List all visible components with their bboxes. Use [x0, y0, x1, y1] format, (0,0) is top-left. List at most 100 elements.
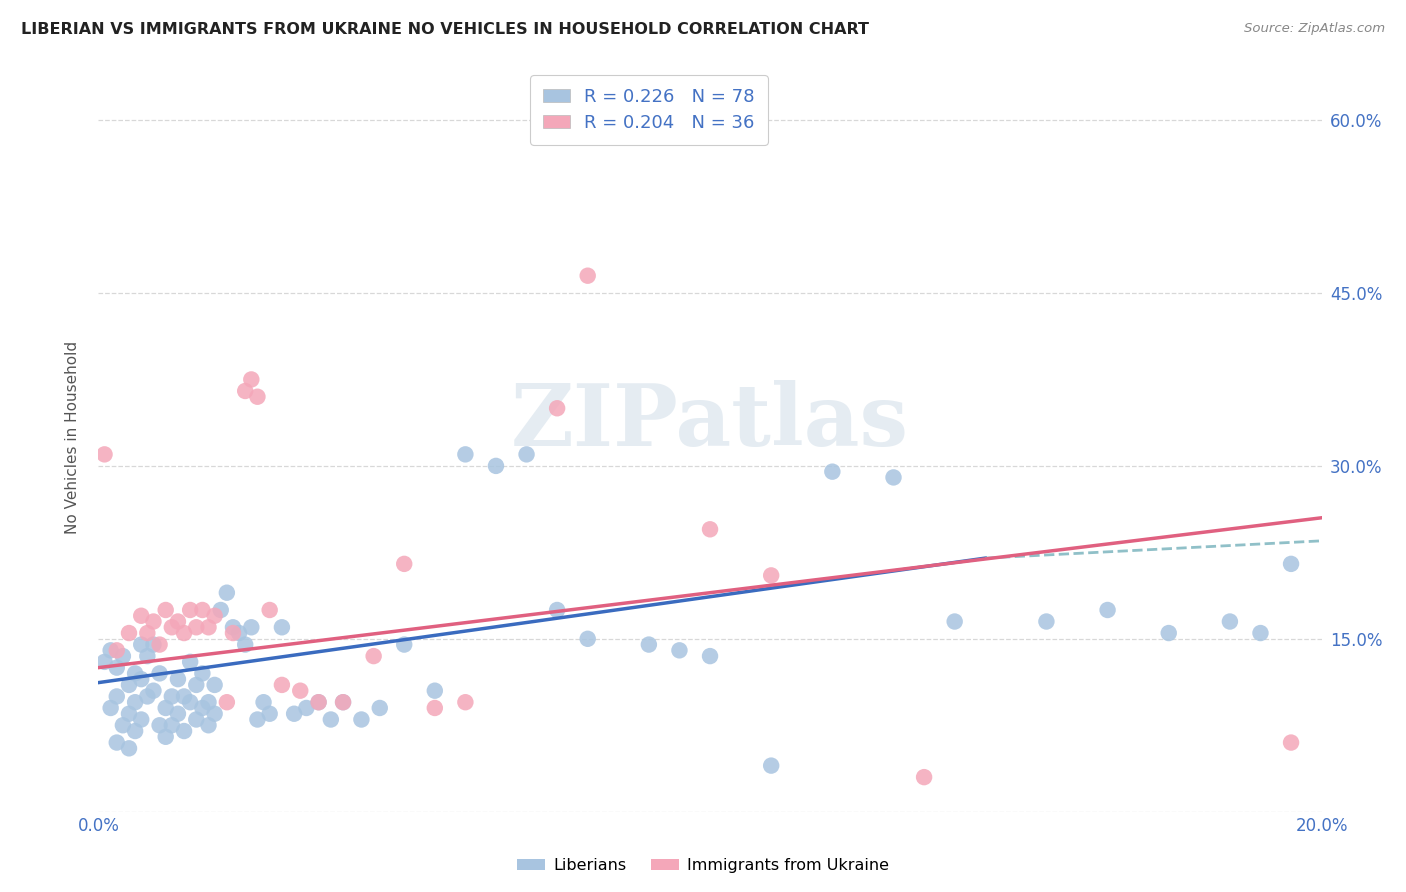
Point	[283, 706, 305, 721]
Point	[240, 372, 263, 386]
Point	[454, 695, 477, 709]
Point	[197, 718, 219, 732]
Point	[252, 695, 274, 709]
Text: LIBERIAN VS IMMIGRANTS FROM UKRAINE NO VEHICLES IN HOUSEHOLD CORRELATION CHART: LIBERIAN VS IMMIGRANTS FROM UKRAINE NO V…	[21, 22, 869, 37]
Point	[363, 649, 385, 664]
Point	[368, 701, 391, 715]
Point	[222, 620, 245, 634]
Point	[124, 724, 146, 739]
Point	[93, 447, 115, 461]
Point	[308, 695, 330, 709]
Point	[228, 626, 250, 640]
Point	[546, 401, 568, 416]
Point	[912, 770, 935, 784]
Point	[1035, 615, 1057, 629]
Legend: R = 0.226   N = 78, R = 0.204   N = 36: R = 0.226 N = 78, R = 0.204 N = 36	[530, 75, 768, 145]
Point	[105, 660, 128, 674]
Point	[485, 458, 508, 473]
Point	[215, 695, 238, 709]
Point	[246, 713, 269, 727]
Point	[167, 615, 190, 629]
Point	[136, 626, 159, 640]
Text: ZIPatlas: ZIPatlas	[510, 380, 910, 464]
Point	[93, 655, 115, 669]
Point	[270, 678, 292, 692]
Point	[186, 678, 208, 692]
Point	[240, 620, 263, 634]
Point	[124, 666, 146, 681]
Point	[160, 718, 183, 732]
Point	[943, 615, 966, 629]
Point	[821, 465, 844, 479]
Point	[173, 724, 195, 739]
Point	[392, 638, 416, 652]
Point	[167, 706, 190, 721]
Legend: Liberians, Immigrants from Ukraine: Liberians, Immigrants from Ukraine	[510, 852, 896, 880]
Point	[111, 718, 134, 732]
Point	[332, 695, 354, 709]
Point	[308, 695, 330, 709]
Point	[546, 603, 568, 617]
Point	[392, 557, 416, 571]
Point	[215, 585, 238, 599]
Point	[759, 758, 782, 772]
Point	[668, 643, 690, 657]
Point	[350, 713, 373, 727]
Point	[883, 470, 905, 484]
Point	[759, 568, 782, 582]
Point	[699, 522, 721, 536]
Point	[319, 713, 342, 727]
Point	[233, 638, 256, 652]
Text: Source: ZipAtlas.com: Source: ZipAtlas.com	[1244, 22, 1385, 36]
Point	[155, 603, 177, 617]
Point	[160, 620, 183, 634]
Point	[118, 741, 141, 756]
Point	[186, 713, 208, 727]
Point	[576, 632, 599, 646]
Point	[142, 615, 165, 629]
Point	[197, 695, 219, 709]
Point	[191, 701, 214, 715]
Point	[167, 672, 190, 686]
Point	[290, 683, 312, 698]
Point	[332, 695, 354, 709]
Point	[149, 638, 172, 652]
Point	[246, 390, 269, 404]
Point	[142, 638, 165, 652]
Point	[259, 706, 281, 721]
Point	[105, 690, 128, 704]
Point	[204, 706, 226, 721]
Point	[186, 620, 208, 634]
Point	[197, 620, 219, 634]
Point	[149, 718, 172, 732]
Point	[1157, 626, 1180, 640]
Point	[233, 384, 256, 398]
Point	[100, 701, 122, 715]
Point	[179, 655, 201, 669]
Point	[222, 626, 245, 640]
Point	[142, 683, 165, 698]
Point	[118, 626, 141, 640]
Point	[191, 666, 214, 681]
Point	[105, 735, 128, 749]
Point	[179, 695, 201, 709]
Point	[173, 690, 195, 704]
Point	[1097, 603, 1119, 617]
Point	[209, 603, 232, 617]
Point	[105, 643, 128, 657]
Point	[699, 649, 721, 664]
Point	[454, 447, 477, 461]
Point	[129, 713, 152, 727]
Point	[129, 638, 152, 652]
Point	[204, 678, 226, 692]
Point	[118, 678, 141, 692]
Point	[270, 620, 292, 634]
Point	[1279, 735, 1302, 749]
Point	[1219, 615, 1241, 629]
Point	[124, 695, 146, 709]
Point	[516, 447, 538, 461]
Point	[155, 730, 177, 744]
Point	[155, 701, 177, 715]
Point	[136, 649, 159, 664]
Point	[423, 701, 446, 715]
